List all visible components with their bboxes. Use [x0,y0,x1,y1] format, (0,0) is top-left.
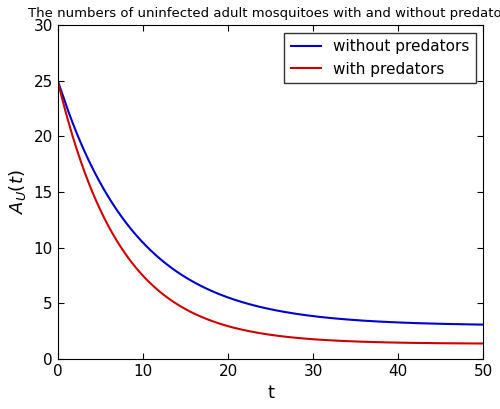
with predators [250,330,256,335]
with predators [468,341,474,346]
without predators [262,306,268,310]
without predators [480,322,486,327]
Line: without predators: without predators [58,81,484,325]
without predators [390,320,396,325]
Y-axis label: $A_{U}(t)$: $A_{U}(t)$ [7,170,28,214]
with predators [76,155,82,160]
Legend: without predators, with predators: without predators, with predators [284,33,476,83]
with predators [480,341,486,346]
with predators [262,331,268,336]
without predators [76,137,82,142]
with predators [390,340,396,345]
without predators [250,303,256,308]
X-axis label: t: t [267,384,274,402]
without predators [54,79,60,83]
without predators [468,322,474,327]
with predators [54,79,60,83]
Line: with predators: with predators [58,81,484,344]
with predators [468,341,474,346]
without predators [468,322,474,327]
Title: The numbers of uninfected adult mosquitoes with and without predators: The numbers of uninfected adult mosquito… [28,7,500,20]
